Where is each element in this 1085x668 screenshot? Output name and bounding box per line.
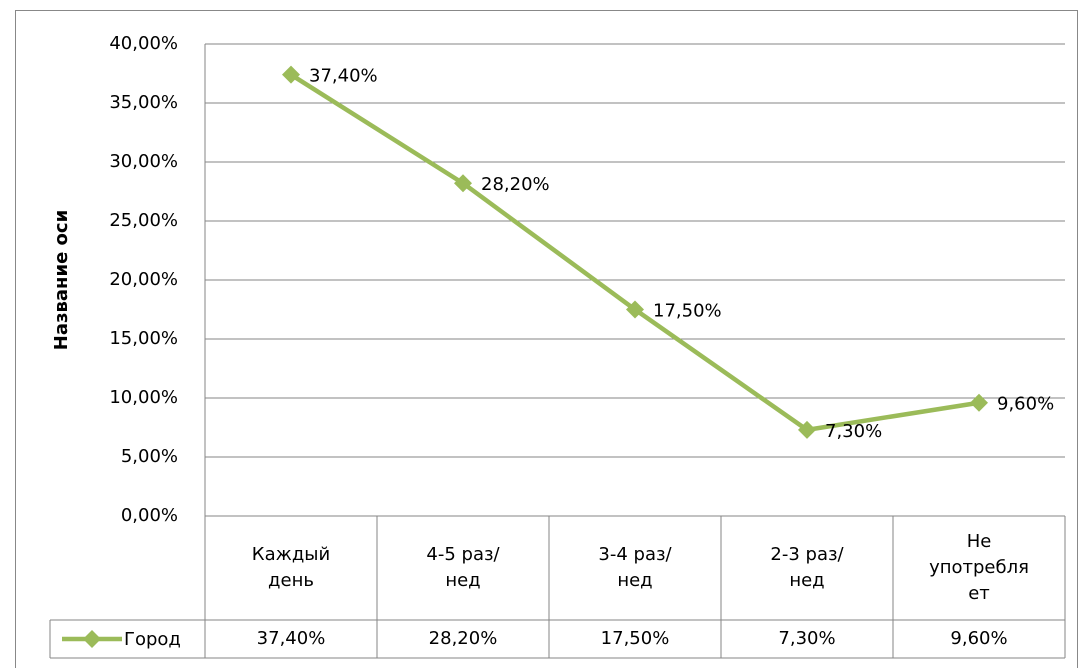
data-label: 9,60% xyxy=(997,394,1054,415)
y-tick-label: 30,00% xyxy=(109,151,178,172)
y-tick-label: 20,00% xyxy=(109,269,178,290)
table-cell: Каждый день xyxy=(205,516,377,620)
table-cell-text: Каждый день xyxy=(251,543,331,591)
marker xyxy=(454,174,472,193)
marker xyxy=(282,65,300,84)
y-tick-label: 0,00% xyxy=(121,505,178,526)
marker xyxy=(798,420,816,439)
table-cell-text: 3-4 раз/нед xyxy=(598,543,672,591)
table-cell: 17,50% xyxy=(549,620,721,658)
table-cell: 28,20% xyxy=(377,620,549,658)
table-cell-text: 2-3 раз/нед xyxy=(770,543,844,591)
marker xyxy=(970,393,988,412)
y-tick-label: 25,00% xyxy=(109,210,178,231)
table-cell-text: Не употребляет xyxy=(929,530,1029,605)
table-cell: 37,40% xyxy=(205,620,377,658)
legend-label: Город xyxy=(124,629,181,650)
marker xyxy=(626,300,644,319)
y-tick-label: 10,00% xyxy=(109,387,178,408)
y-tick-label: 35,00% xyxy=(109,92,178,113)
legend-marker xyxy=(83,630,101,648)
table-cell: 3-4 раз/нед xyxy=(549,516,721,620)
table-cell-text: 4-5 раз/нед xyxy=(426,543,500,591)
table-cell: Не употребляет xyxy=(893,516,1065,620)
y-axis-title: Название оси xyxy=(51,210,72,350)
table-cell-text: 7,30% xyxy=(778,627,836,649)
y-tick-label: 40,00% xyxy=(109,33,178,54)
data-label: 37,40% xyxy=(309,66,378,87)
table-cell-text: 28,20% xyxy=(428,627,498,649)
y-tick-label: 15,00% xyxy=(109,328,178,349)
data-label: 7,30% xyxy=(825,421,882,442)
table-cell: 4-5 раз/нед xyxy=(377,516,549,620)
table-cell: 7,30% xyxy=(721,620,893,658)
table-cell: 9,60% xyxy=(893,620,1065,658)
table-cell-text: 17,50% xyxy=(600,627,670,649)
table-cell-text: 9,60% xyxy=(950,627,1008,649)
table-cell: 2-3 раз/нед xyxy=(721,516,893,620)
table-cell-text: 37,40% xyxy=(256,627,326,649)
y-tick-label: 5,00% xyxy=(121,446,178,467)
data-label: 28,20% xyxy=(481,174,550,195)
data-label: 17,50% xyxy=(653,301,722,322)
